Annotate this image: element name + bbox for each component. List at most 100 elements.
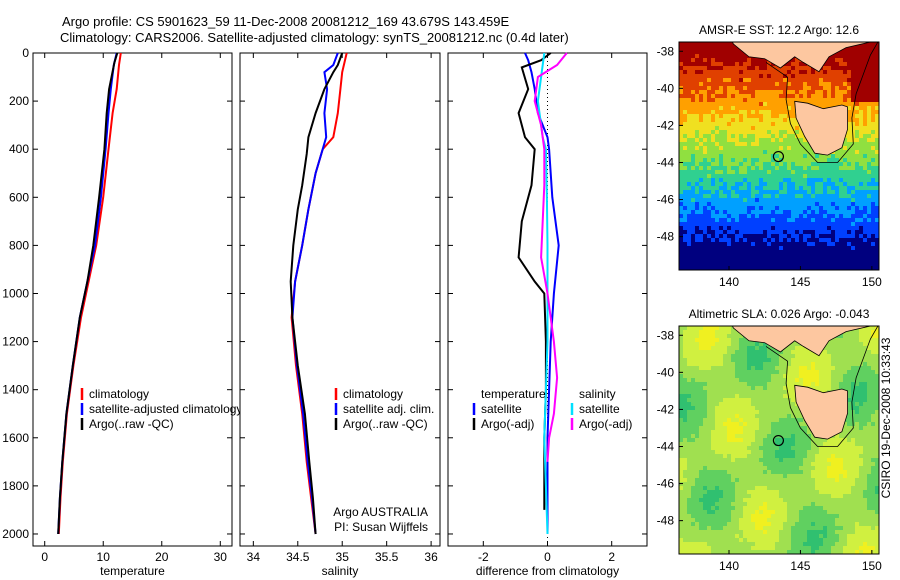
map-cell — [787, 94, 792, 99]
map-cell — [843, 222, 848, 227]
map-cell — [695, 346, 700, 351]
map-cell — [875, 202, 879, 207]
map-cell — [703, 110, 708, 115]
map-cell — [763, 74, 768, 79]
map-cell — [711, 166, 716, 171]
map-cell — [815, 214, 820, 219]
map-cell — [723, 330, 728, 335]
map-cell — [715, 450, 720, 455]
map-cell — [867, 190, 872, 195]
map-cell — [851, 446, 856, 451]
map-cell — [803, 238, 808, 243]
map-cell — [731, 138, 736, 143]
map-cell — [823, 442, 828, 447]
map-cell — [707, 466, 712, 471]
map-cell — [683, 126, 688, 131]
map-cell — [747, 434, 752, 439]
map-cell — [867, 262, 872, 267]
map-cell — [755, 206, 760, 211]
map-cell — [791, 374, 796, 379]
map-cell — [791, 146, 796, 151]
map-cell — [755, 402, 760, 407]
map-cell — [739, 142, 744, 147]
map-cell — [775, 210, 780, 215]
map-cell — [787, 178, 792, 183]
map-cell — [859, 54, 864, 59]
map-cell — [715, 454, 720, 459]
series-line — [289, 52, 344, 535]
map-cell — [747, 406, 752, 411]
map-cell — [727, 418, 732, 423]
map-cell — [763, 154, 768, 159]
map-cell — [755, 74, 760, 79]
map-cell — [719, 334, 724, 339]
map-cell — [787, 126, 792, 131]
map-cell — [687, 326, 692, 331]
map-cell — [679, 426, 684, 431]
map-cell — [799, 414, 804, 419]
map-cell — [859, 470, 864, 475]
map-cell — [843, 86, 848, 91]
map-cell — [679, 62, 684, 67]
map-cell — [755, 138, 760, 143]
map-cell — [839, 474, 844, 479]
map-cell — [743, 118, 748, 123]
map-cell — [711, 66, 716, 71]
map-cell — [759, 82, 764, 87]
map-cell — [679, 262, 684, 267]
map-cell — [723, 474, 728, 479]
map-cell — [791, 406, 796, 411]
map-cell — [807, 82, 812, 87]
map-cell — [863, 434, 868, 439]
map-cell — [791, 238, 796, 243]
map-cell — [775, 398, 780, 403]
map-cell — [767, 438, 772, 443]
map-cell — [711, 378, 716, 383]
map-cell — [707, 342, 712, 347]
map-cell — [691, 254, 696, 259]
map-cell — [731, 330, 736, 335]
annotation-text: Argo AUSTRALIA — [333, 505, 428, 519]
map-cell — [723, 258, 728, 263]
map-cell — [839, 222, 844, 227]
map-cell — [707, 262, 712, 267]
map-cell — [855, 222, 860, 227]
map-cell — [695, 250, 700, 255]
map-cell — [735, 378, 740, 383]
map-cell — [791, 462, 796, 467]
map-cell — [871, 42, 876, 47]
map-cell — [819, 446, 824, 451]
map-cell — [839, 450, 844, 455]
map-cell — [683, 98, 688, 103]
map-cell — [867, 242, 872, 247]
map-cell — [787, 90, 792, 95]
map-cell — [807, 214, 812, 219]
map-cell — [707, 326, 712, 331]
map-cell — [783, 82, 788, 87]
map-cell — [819, 82, 824, 87]
map-cell — [783, 226, 788, 231]
map-cell — [707, 454, 712, 459]
x-tick-label: 35 — [336, 550, 350, 564]
map-cell — [723, 58, 728, 63]
map-cell — [779, 478, 784, 483]
map-cell — [687, 458, 692, 463]
map-cell — [831, 58, 836, 63]
map-cell — [799, 158, 804, 163]
map-cell — [843, 442, 848, 447]
map-cell — [795, 446, 800, 451]
map-cell — [771, 386, 776, 391]
map-cell — [851, 194, 856, 199]
map-cell — [783, 258, 788, 263]
map-cell — [875, 262, 879, 267]
map-cell — [735, 418, 740, 423]
map-cell — [831, 230, 836, 235]
map-cell — [731, 198, 736, 203]
map-cell — [831, 166, 836, 171]
map-cell — [723, 466, 728, 471]
map-cell — [823, 462, 828, 467]
map-cell — [767, 378, 772, 383]
map-cell — [843, 242, 848, 247]
map-cell — [763, 478, 768, 483]
map-cell — [759, 130, 764, 135]
